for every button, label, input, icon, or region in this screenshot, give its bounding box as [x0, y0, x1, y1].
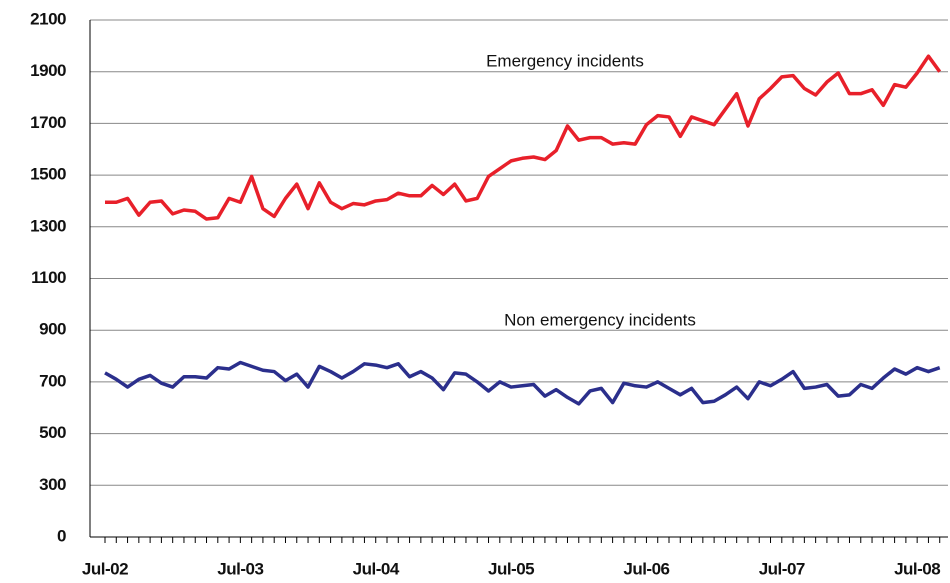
y-tick-label: 1100	[31, 268, 66, 287]
y-tick-label: 500	[39, 423, 66, 442]
y-tick-label: 0	[57, 526, 66, 545]
x-tick-label: Jul-03	[217, 559, 263, 578]
y-tick-label: 2100	[30, 9, 66, 28]
y-tick-label: 1700	[30, 113, 66, 132]
x-tick-label: Jul-07	[759, 559, 805, 578]
series-line	[104, 360, 941, 406]
series-line	[105, 54, 942, 221]
y-tick-label: 1900	[30, 61, 66, 80]
y-tick-label: 1500	[30, 165, 66, 184]
x-tick-label: Jul-08	[894, 559, 940, 578]
x-tick-label: Jul-04	[353, 559, 400, 578]
y-tick-label: 700	[39, 371, 66, 390]
x-tick-label: Jul-02	[82, 559, 128, 578]
y-tick-label: 900	[39, 320, 66, 339]
x-tick-label: Jul-05	[488, 559, 534, 578]
x-tick-label: Jul-06	[623, 559, 669, 578]
y-tick-label: 1300	[30, 216, 66, 235]
series-label: Non emergency incidents	[504, 310, 696, 329]
y-tick-label: 300	[39, 475, 66, 494]
series-label: Emergency incidents	[486, 51, 644, 70]
